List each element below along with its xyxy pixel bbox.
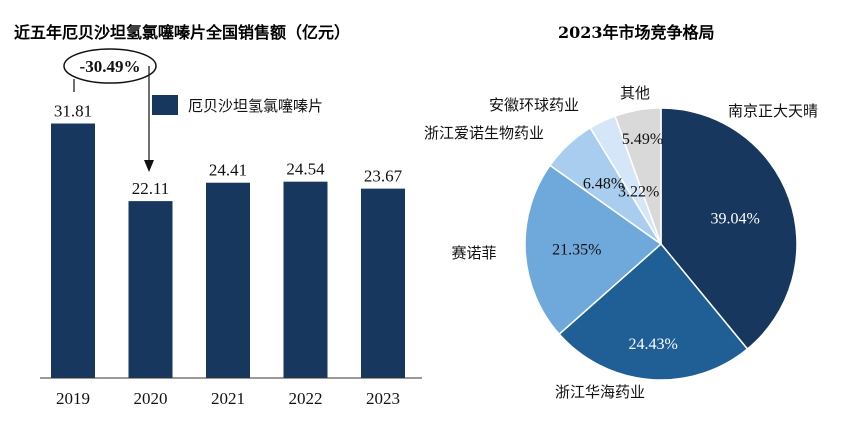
bar-value-labels: 31.81 22.11 24.41 24.54 23.67 xyxy=(54,102,403,199)
bar-series xyxy=(51,123,405,379)
bar-value-label: 31.81 xyxy=(54,102,92,121)
pie-percent-labels: 39.04% 24.43% 21.35% 6.48%3.22% 5.49% xyxy=(552,131,760,353)
legend-label: 厄贝沙坦氢氯噻嗪片 xyxy=(188,97,323,115)
pie-percent-label: 39.04% xyxy=(711,210,760,227)
pie-slice xyxy=(660,107,798,351)
x-tick-label: 2023 xyxy=(366,389,400,408)
pie-slice xyxy=(614,107,662,245)
pie-chart-title: 2023年市场竞争格局 xyxy=(558,23,715,42)
pie-percent-label: 6.48% xyxy=(583,175,624,192)
pie-percent-label: 3.22% xyxy=(618,184,659,201)
bar-value-label: 22.11 xyxy=(132,179,170,198)
bar-2019 xyxy=(51,123,95,379)
bar-2022 xyxy=(283,181,328,378)
pie-slice-name: 安徽环球药业 xyxy=(489,96,579,114)
change-percent: -30.49% xyxy=(80,57,141,76)
bar-legend: 厄贝沙坦氢氯噻嗪片 xyxy=(152,95,323,115)
bar-2023 xyxy=(361,188,405,378)
pie-slice-name: 其他 xyxy=(620,84,650,102)
x-tick-label: 2021 xyxy=(211,389,245,408)
pie-percent-label: 21.35% xyxy=(552,242,601,259)
bar-chart: 近五年厄贝沙坦氢氯噻嗪片全国销售额（亿元） 厄贝沙坦氢氯噻嗪片 31.81 22.… xyxy=(14,23,422,408)
bar-2020 xyxy=(128,201,173,378)
bar-x-ticks: 2019 2020 2021 2022 2023 xyxy=(56,389,400,408)
x-tick-label: 2019 xyxy=(56,389,90,408)
change-arrow-head xyxy=(144,160,154,172)
pie-slice xyxy=(558,242,749,381)
change-ellipse xyxy=(63,48,157,84)
x-tick-label: 2020 xyxy=(134,389,168,408)
pie-slice xyxy=(524,164,663,336)
pie-slices xyxy=(524,107,798,381)
legend-swatch xyxy=(152,95,178,115)
bar-value-label: 24.41 xyxy=(209,161,247,180)
bar-chart-title: 近五年厄贝沙坦氢氯噻嗪片全国销售额（亿元） xyxy=(14,23,350,42)
x-tick-label: 2022 xyxy=(289,389,323,408)
pie-percent-label: 24.43% xyxy=(629,336,678,353)
pie-slice-name: 南京正大天晴 xyxy=(728,102,818,120)
bar-value-label: 24.54 xyxy=(286,160,325,179)
pie-slice-name: 浙江华海药业 xyxy=(555,383,645,401)
change-annotation: -30.49% xyxy=(63,48,157,172)
pie-slice-name: 赛诺菲 xyxy=(451,244,496,262)
pie-slice-name: 浙江爱诺生物药业 xyxy=(424,124,544,142)
pie-chart: 2023年市场竞争格局 39.04% 24.43% 21.35% 6.48%3.22%… xyxy=(424,23,818,401)
bar-2021 xyxy=(206,182,250,378)
bar-value-label: 23.67 xyxy=(364,167,403,186)
pie-percent-label: 5.49% xyxy=(622,131,663,148)
